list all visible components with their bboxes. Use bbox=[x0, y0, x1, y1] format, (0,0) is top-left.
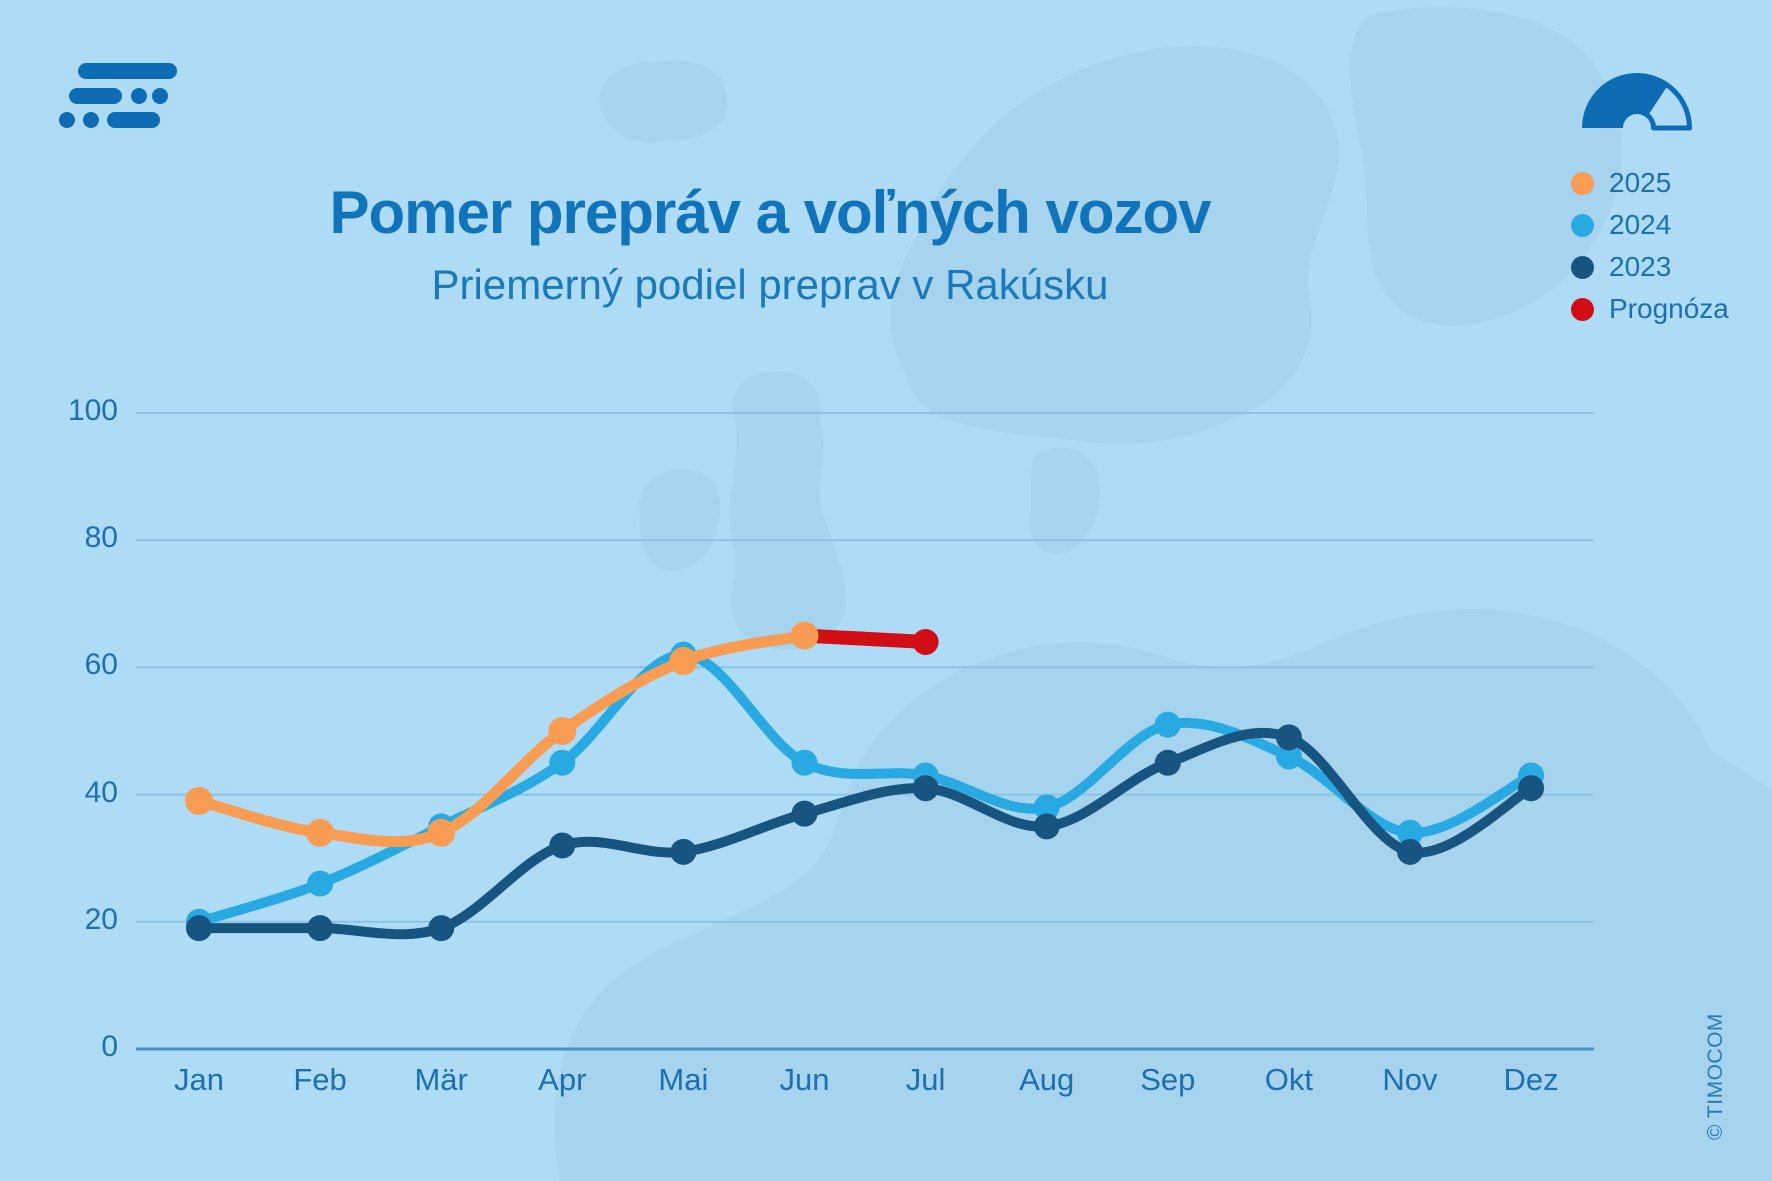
data-point-2025 bbox=[548, 717, 577, 745]
legend-item-2024: 2024 bbox=[1571, 204, 1729, 246]
x-tick-label-Jun: Jun bbox=[779, 1062, 830, 1097]
logo-bar bbox=[78, 63, 177, 79]
data-point-2025 bbox=[427, 818, 456, 847]
legend-swatch-icon bbox=[1571, 255, 1594, 279]
data-point-2024 bbox=[307, 870, 334, 897]
legend-label: 2025 bbox=[1609, 167, 1672, 198]
header: Pomer prepráv a voľných vozov Priemerný … bbox=[0, 178, 1540, 309]
logo-dot bbox=[131, 88, 147, 104]
data-point-2023 bbox=[186, 915, 212, 942]
y-tick-label-100: 100 bbox=[67, 394, 118, 427]
speedometer-gauge-icon bbox=[1582, 73, 1692, 131]
logo-dot bbox=[83, 112, 99, 128]
data-point-2024 bbox=[1275, 743, 1302, 770]
legend-swatch-icon bbox=[1571, 213, 1594, 237]
y-tick-label-60: 60 bbox=[84, 648, 118, 682]
legend-swatch-icon bbox=[1571, 171, 1594, 195]
data-point-2023 bbox=[1154, 749, 1181, 776]
x-tick-label-Okt: Okt bbox=[1264, 1062, 1313, 1097]
y-tick-label-80: 80 bbox=[84, 521, 118, 555]
logo-bar bbox=[107, 112, 160, 128]
copyright-text: © TIMOCOM bbox=[1704, 1013, 1727, 1140]
gauge-outline-sector bbox=[1643, 81, 1692, 131]
x-tick-label-Dez: Dez bbox=[1503, 1062, 1559, 1097]
data-point-2023 bbox=[670, 838, 697, 865]
legend-label: 2024 bbox=[1609, 209, 1672, 240]
x-tick-label-Jan: Jan bbox=[174, 1062, 224, 1097]
data-point-2024 bbox=[549, 749, 576, 776]
x-tick-label-Feb: Feb bbox=[293, 1062, 347, 1097]
data-point-2024 bbox=[1154, 711, 1181, 738]
legend-item-2023: 2023 bbox=[1571, 246, 1729, 288]
legend-swatch-icon bbox=[1571, 297, 1594, 321]
data-point-2024 bbox=[791, 749, 818, 776]
x-tick-label-Apr: Apr bbox=[538, 1062, 587, 1097]
legend-item-Prognóza: Prognóza bbox=[1571, 288, 1729, 330]
x-tick-label-Aug: Aug bbox=[1019, 1062, 1075, 1097]
series-line-Prognóza bbox=[797, 628, 933, 649]
data-point-2023 bbox=[791, 800, 818, 827]
data-point-2024 bbox=[1033, 794, 1060, 821]
data-point-2025 bbox=[306, 818, 335, 847]
legend-item-2025: 2025 bbox=[1571, 162, 1729, 204]
page-title: Pomer prepráv a voľných vozov bbox=[329, 179, 1211, 246]
data-point-2025 bbox=[185, 786, 213, 815]
page-subtitle: Priemerný podiel preprav v Rakúsku bbox=[431, 261, 1109, 308]
data-point-2024 bbox=[1397, 819, 1423, 846]
series-2025 bbox=[185, 621, 819, 848]
data-point-2025 bbox=[669, 647, 698, 676]
data-point-Prognóza bbox=[912, 628, 939, 655]
data-point-2025 bbox=[790, 621, 819, 650]
data-point-2023 bbox=[1397, 838, 1423, 865]
data-point-2023 bbox=[549, 832, 576, 859]
legend-label: Prognóza bbox=[1609, 293, 1729, 324]
logo-bar bbox=[69, 88, 122, 104]
x-tick-label-Nov: Nov bbox=[1382, 1062, 1438, 1097]
x-tick-label-Mär: Mär bbox=[414, 1062, 468, 1097]
y-tick-label-20: 20 bbox=[84, 902, 118, 936]
data-point-2023 bbox=[912, 775, 939, 802]
x-tick-label-Mai: Mai bbox=[658, 1062, 709, 1097]
data-point-2023 bbox=[1275, 724, 1302, 751]
x-tick-label-Jul: Jul bbox=[905, 1062, 946, 1097]
series-2023 bbox=[186, 724, 1545, 942]
legend-label: 2023 bbox=[1609, 251, 1672, 282]
logo-dot bbox=[152, 88, 168, 104]
series-line-2024 bbox=[194, 649, 1537, 927]
x-tick-label-Sep: Sep bbox=[1140, 1062, 1196, 1097]
series-line-2023 bbox=[194, 727, 1537, 940]
y-tick-label-40: 40 bbox=[84, 775, 118, 809]
data-point-2023 bbox=[307, 915, 334, 942]
y-tick-label-0: 0 bbox=[101, 1030, 118, 1063]
logo-dot bbox=[59, 112, 75, 128]
chart-legend: 2025 2024 2023 Prognóza bbox=[1571, 162, 1729, 330]
data-point-2023 bbox=[1518, 775, 1545, 802]
data-point-2023 bbox=[1033, 813, 1060, 840]
data-point-2023 bbox=[428, 915, 455, 942]
